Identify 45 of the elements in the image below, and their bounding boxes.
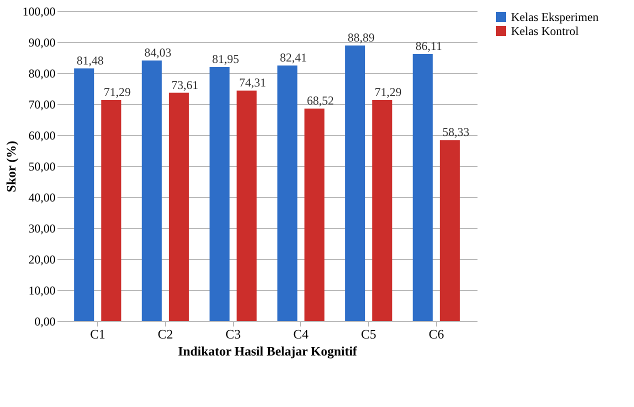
bar [74, 68, 94, 321]
bar [372, 100, 392, 321]
bar [345, 45, 366, 321]
y-tick-label: 50,00 [28, 160, 56, 174]
y-tick-label: 60,00 [28, 128, 56, 142]
data-label: 58,33 [442, 125, 470, 140]
x-tick-label: C2 [158, 326, 173, 342]
y-tick-label: 90,00 [28, 36, 56, 50]
bar [277, 66, 298, 321]
x-axis-title: Indikator Hasil Belajar Kognitif [178, 344, 358, 358]
bar [412, 54, 433, 321]
data-label: 73,61 [171, 78, 198, 92]
y-tick-label: 80,00 [28, 66, 56, 80]
y-tick-label: 30,00 [28, 222, 56, 236]
x-tick-label: C5 [361, 326, 376, 342]
data-label: 81,48 [76, 53, 104, 68]
y-axis-title: Skor (%) [4, 140, 18, 192]
legend-label: Kelas Eksperimen [511, 10, 599, 24]
bar [440, 140, 460, 321]
x-tick-label: C4 [293, 326, 309, 342]
bar [168, 92, 189, 321]
y-tick-label: 20,00 [28, 252, 56, 266]
legend-label: Kelas Kontrol [511, 24, 580, 38]
y-tick-label: 70,00 [28, 98, 56, 112]
x-tick-label: C6 [428, 326, 444, 342]
data-label: 74,31 [239, 76, 266, 90]
data-label: 82,41 [280, 50, 307, 65]
data-label: 84,03 [144, 46, 172, 60]
x-tick-label: C3 [226, 326, 241, 342]
data-label: 71,29 [374, 85, 402, 99]
y-tick-label: 10,00 [28, 284, 56, 298]
bar [142, 60, 162, 321]
bar [101, 100, 122, 321]
y-tick-label: 40,00 [28, 190, 56, 204]
data-label: 86,11 [416, 39, 442, 54]
data-label: 81,95 [212, 52, 240, 66]
data-label: 88,89 [348, 30, 375, 44]
bar [236, 90, 257, 321]
data-label: 71,29 [104, 85, 131, 99]
data-label: 68,52 [306, 94, 334, 108]
y-tick-label: 100,00 [22, 4, 56, 18]
x-tick-label: C1 [90, 326, 106, 342]
bar [210, 66, 230, 321]
bar [304, 108, 324, 321]
y-tick-label: 0,00 [34, 314, 56, 328]
